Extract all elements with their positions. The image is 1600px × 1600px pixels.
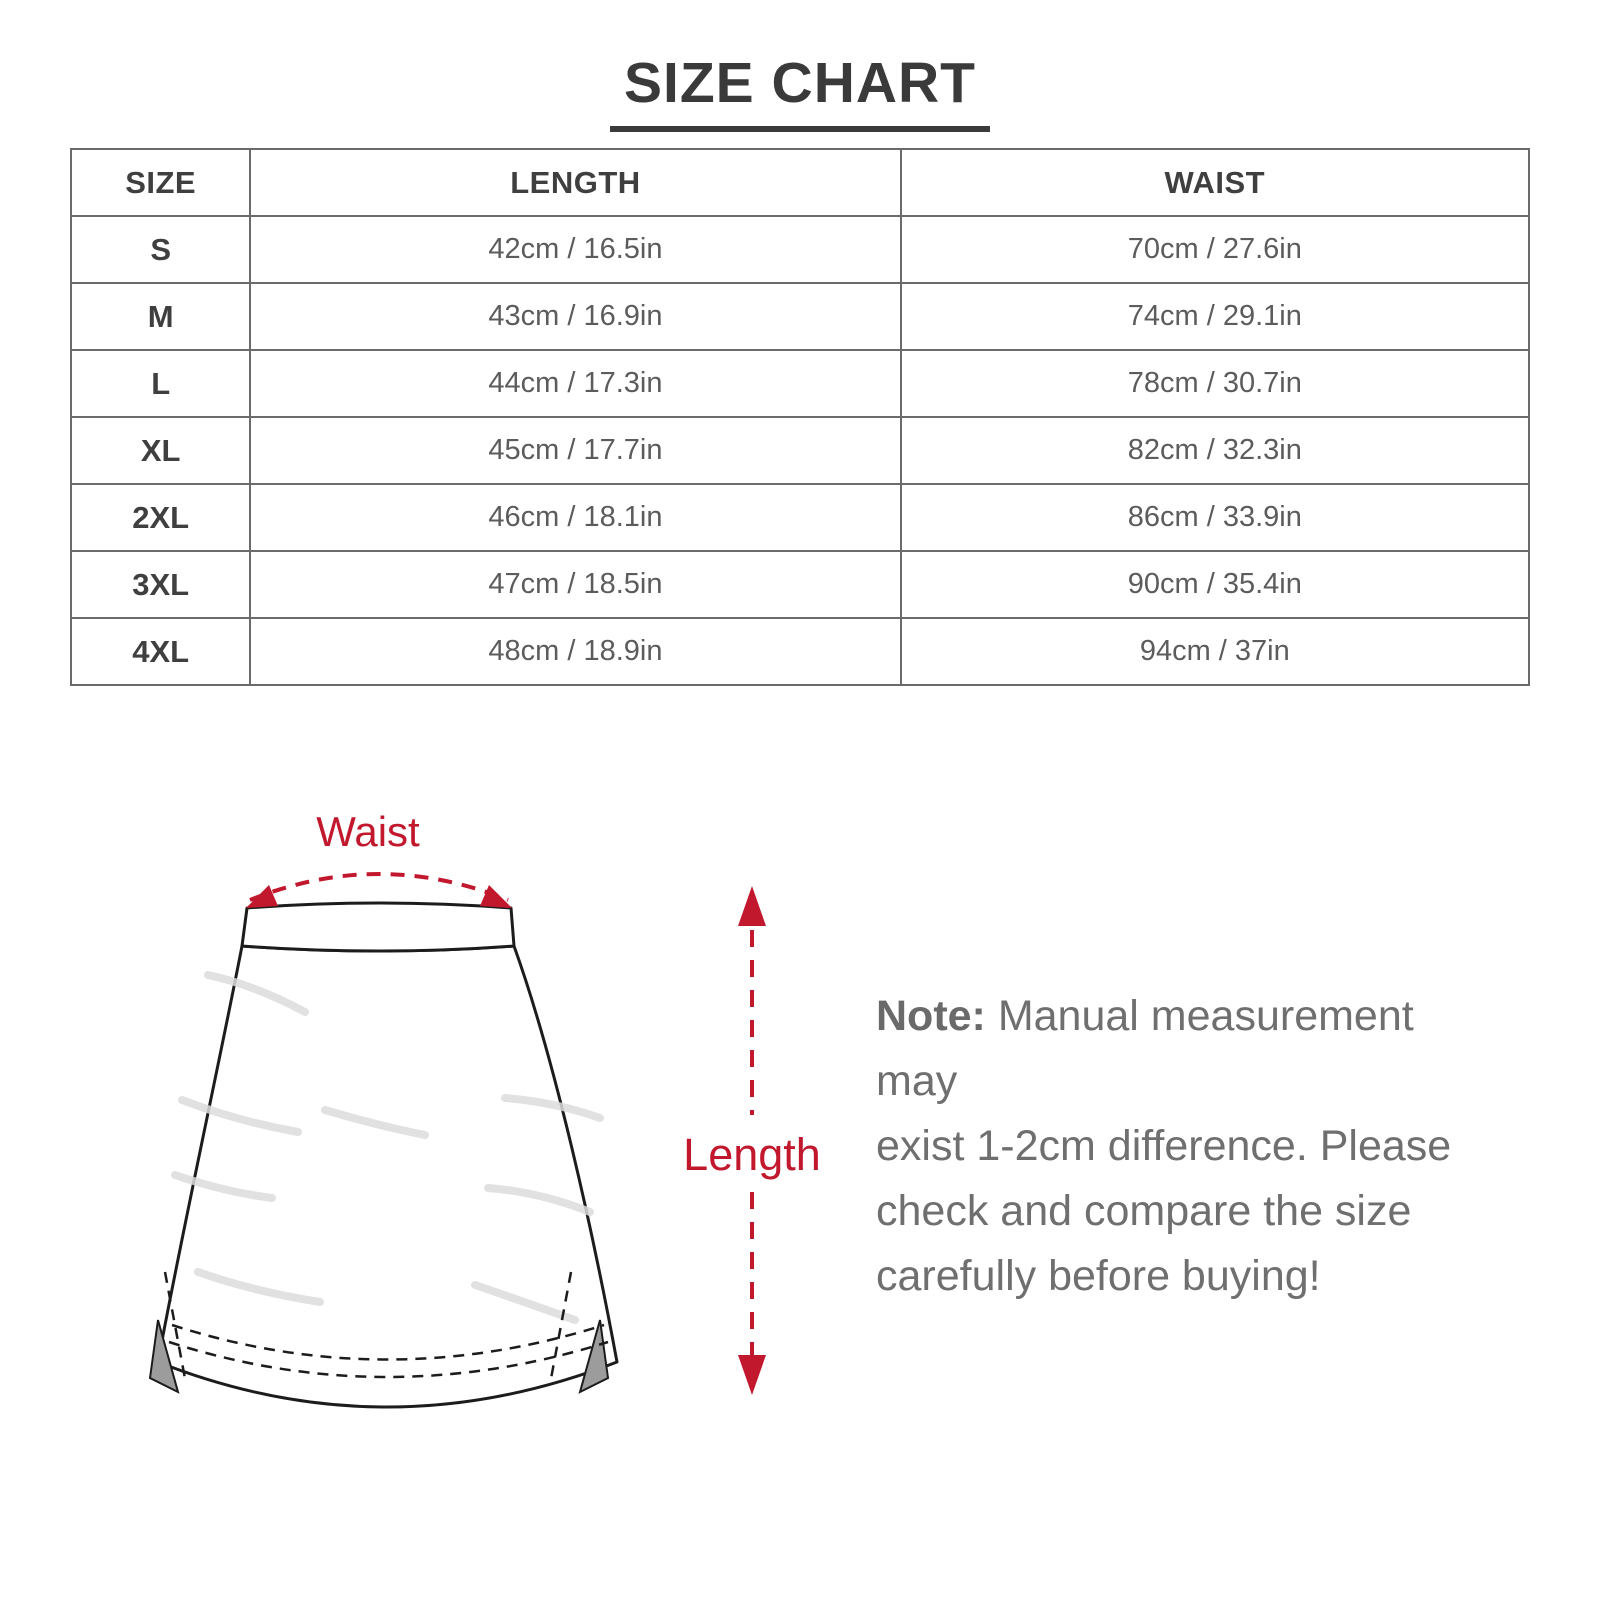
note-line: Note: Manual measurement may [876, 992, 1414, 1105]
waist-arc-arrow-icon [246, 872, 512, 908]
title-wrap: SIZE CHART [0, 50, 1600, 132]
length-cell: 44cm / 17.3in [249, 349, 902, 418]
size-cell: S [69, 215, 252, 284]
skirt-diagram: Waist Length [148, 808, 820, 1409]
fabric-wrinkles [171, 971, 604, 1324]
waist-label: Waist [316, 808, 420, 855]
waist-cell: 94cm / 37in [899, 617, 1531, 686]
left-slit [148, 1319, 180, 1394]
length-cell: 45cm / 17.7in [249, 416, 902, 485]
length-cell: 47cm / 18.5in [249, 550, 902, 619]
note-label: Note: [876, 992, 986, 1040]
skirt-illustration [148, 901, 619, 1409]
column-header-length: LENGTH [249, 148, 902, 217]
waist-cell: 74cm / 29.1in [899, 282, 1531, 351]
size-cell: 4XL [69, 617, 252, 686]
note-line: carefully before buying! [876, 1252, 1321, 1300]
length-cell: 43cm / 16.9in [249, 282, 902, 351]
waist-cell: 90cm / 35.4in [899, 550, 1531, 619]
table-row: 4XL 48cm / 18.9in 94cm / 37in [69, 617, 1531, 686]
size-cell: M [69, 282, 252, 351]
waistband [240, 901, 516, 953]
size-table: SIZE LENGTH WAIST S 42cm / 16.5in 70cm /… [69, 148, 1531, 686]
size-cell: 2XL [69, 483, 252, 552]
length-cell: 46cm / 18.1in [249, 483, 902, 552]
waist-cell: 82cm / 32.3in [899, 416, 1531, 485]
table-row: 2XL 46cm / 18.1in 86cm / 33.9in [69, 483, 1531, 552]
hem-stitching [163, 1271, 609, 1385]
right-slit [578, 1319, 610, 1394]
length-label: Length [683, 1129, 820, 1180]
length-arrow-icon [738, 886, 766, 1395]
size-cell: 3XL [69, 550, 252, 619]
table-row: 3XL 47cm / 18.5in 90cm / 35.4in [69, 550, 1531, 619]
table-header-row: SIZE LENGTH WAIST [69, 148, 1531, 217]
note-line: exist 1-2cm difference. Please [876, 1122, 1452, 1170]
table-row: L 44cm / 17.3in 78cm / 30.7in [69, 349, 1531, 418]
note-text: Note: Manual measurement may exist 1-2cm… [876, 984, 1496, 1309]
waist-cell: 86cm / 33.9in [899, 483, 1531, 552]
table-row: XL 45cm / 17.7in 82cm / 32.3in [69, 416, 1531, 485]
note-line: check and compare the size [876, 1187, 1412, 1235]
column-header-waist: WAIST [899, 148, 1531, 217]
waist-cell: 70cm / 27.6in [899, 215, 1531, 284]
length-cell: 42cm / 16.5in [249, 215, 902, 284]
waist-cell: 78cm / 30.7in [899, 349, 1531, 418]
table-row: M 43cm / 16.9in 74cm / 29.1in [69, 282, 1531, 351]
table-row: S 42cm / 16.5in 70cm / 27.6in [69, 215, 1531, 284]
column-header-size: SIZE [69, 148, 252, 217]
size-cell: XL [69, 416, 252, 485]
length-cell: 48cm / 18.9in [249, 617, 902, 686]
size-cell: L [69, 349, 252, 418]
page-title: SIZE CHART [610, 50, 990, 132]
